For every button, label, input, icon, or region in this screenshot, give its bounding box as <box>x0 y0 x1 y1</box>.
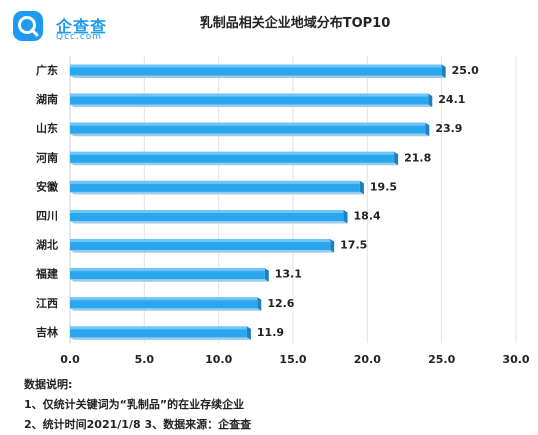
bar <box>70 210 344 221</box>
bar-bottom <box>70 250 335 253</box>
brand-logo: 企查查 Qcc.com <box>10 8 120 44</box>
notes-line-1: 1、仅统计关键词为“乳制品”的在业存续企业 <box>24 398 245 411</box>
y-category-label: 湖北 <box>36 238 58 252</box>
bar-bottom <box>70 221 348 224</box>
bar-value-label: 24.1 <box>438 93 465 106</box>
y-category-label: 江西 <box>36 296 58 310</box>
bar-bottom <box>70 162 399 166</box>
brand-domain: Qcc.com <box>56 32 103 42</box>
bar <box>70 180 360 192</box>
bar <box>70 122 426 134</box>
bar-highlight <box>70 210 344 213</box>
bar-highlight <box>70 180 360 184</box>
chart-title: 乳制品相关企业地域分布TOP10 <box>199 16 391 31</box>
bar-highlight <box>70 151 395 155</box>
bar <box>70 268 265 280</box>
bar-side <box>359 180 364 195</box>
bar-highlight <box>70 297 258 301</box>
x-tick-label: 30.0 <box>502 353 529 366</box>
data-notes: 数据说明: 1、仅统计关键词为“乳制品”的在业存续企业 2、统计时间2021/1… <box>24 375 251 435</box>
bar-highlight <box>70 239 331 243</box>
bar <box>70 239 331 251</box>
bar-bottom <box>70 104 433 108</box>
magnifier-logo-icon <box>13 11 43 41</box>
x-tick-label: 20.0 <box>354 353 381 366</box>
bar-bottom <box>70 133 430 137</box>
bar-side <box>257 297 262 311</box>
bar-bottom <box>70 191 364 195</box>
bar-value-label: 12.6 <box>267 297 294 310</box>
bar-side <box>246 326 251 340</box>
bar-value-label: 11.9 <box>257 326 284 339</box>
bar-side <box>425 122 430 137</box>
y-category-label: 吉林 <box>36 325 58 339</box>
brand-name: 企查查 <box>56 17 108 36</box>
bar <box>70 326 247 338</box>
bar <box>70 151 395 163</box>
bar-side <box>330 239 335 253</box>
bar-side <box>394 151 399 166</box>
y-category-label: 福建 <box>35 267 59 281</box>
bar-value-label: 18.4 <box>354 210 381 223</box>
bar-bottom <box>70 279 269 282</box>
bar-highlight <box>70 326 247 330</box>
bar-bottom <box>70 308 262 311</box>
bar-side <box>428 93 433 108</box>
bar <box>70 64 442 76</box>
bar-bottom <box>70 75 446 78</box>
bar-highlight <box>70 64 442 68</box>
x-tick-label: 5.0 <box>135 353 155 366</box>
bar-value-label: 17.5 <box>340 239 367 252</box>
bar-value-label: 19.5 <box>370 180 397 193</box>
y-category-label: 河南 <box>36 150 58 164</box>
y-category-label: 广东 <box>36 63 58 77</box>
x-tick-label: 25.0 <box>428 353 455 366</box>
bar-side <box>343 210 348 224</box>
bar-highlight <box>70 93 429 97</box>
x-tick-label: 15.0 <box>279 353 306 366</box>
y-category-label: 山东 <box>36 121 58 135</box>
y-category-label: 安徽 <box>36 179 59 193</box>
bar-value-label: 13.1 <box>275 268 302 281</box>
bar <box>70 297 258 309</box>
bar-value-label: 21.8 <box>404 151 431 164</box>
y-category-label: 四川 <box>36 210 58 223</box>
notes-line-2: 2、统计时间2021/1/8 3、数据来源：企查查 <box>24 418 252 431</box>
bar-highlight <box>70 122 426 126</box>
bar-highlight <box>70 268 265 272</box>
bar <box>70 93 429 105</box>
y-category-label: 湖南 <box>36 92 58 106</box>
bar-value-label: 23.9 <box>435 122 462 135</box>
notes-heading: 数据说明: <box>24 378 73 391</box>
bar-value-label: 25.0 <box>452 64 479 77</box>
bar-bottom <box>70 337 251 340</box>
x-tick-label: 10.0 <box>205 353 232 366</box>
bar-side <box>441 64 446 78</box>
x-tick-label: 0.0 <box>60 353 80 366</box>
bar-side <box>264 268 269 282</box>
bar-chart: 0.0 5.0 10.0 15.0 20.0 25.0 30.0 广东 25.0 湖南 24.1 山东… <box>35 56 530 366</box>
